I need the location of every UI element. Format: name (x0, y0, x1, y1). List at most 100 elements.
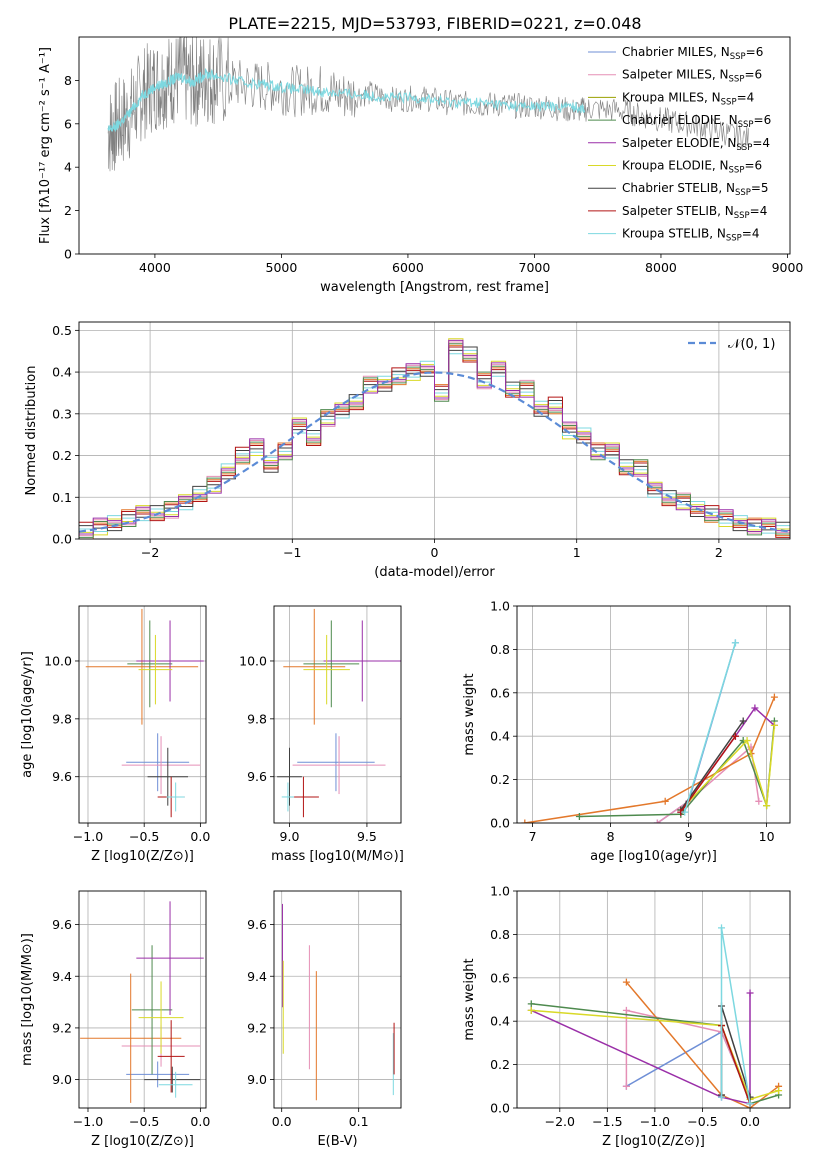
y-tick-label: 9.4 (247, 969, 267, 984)
y-tick-label: 10.0 (239, 653, 267, 668)
legend-entry: 𝒩(0, 1) (728, 337, 775, 352)
y-tick-label: 0.4 (490, 729, 510, 744)
series-marker (718, 1093, 726, 1101)
series-marker (661, 797, 669, 805)
series-marker (622, 1006, 630, 1014)
data-point (297, 733, 375, 792)
y-tick-label: 0.8 (490, 642, 510, 657)
y-tick-label: 0.4 (52, 365, 72, 380)
series-line (625, 981, 780, 1108)
y-tick-label: 1.0 (490, 599, 510, 614)
data-point (147, 747, 189, 806)
y-tick-label: 0.4 (490, 1014, 510, 1029)
series-line (579, 720, 776, 818)
x-tick-label: −0.5 (687, 1114, 717, 1129)
axes-frame (516, 890, 791, 1109)
data-point (283, 608, 346, 725)
series-marker (746, 1100, 754, 1108)
y-tick-label: 0.1 (52, 490, 72, 505)
y-tick-label: 0.2 (490, 772, 510, 787)
y-tick-label: 9.8 (52, 711, 72, 726)
series-marker (681, 808, 689, 816)
series-marker (731, 639, 739, 647)
y-tick-label: 9.6 (52, 769, 72, 784)
data-point (158, 1071, 193, 1098)
y-tick-label: 9.2 (247, 1020, 267, 1035)
x-tick-label: 0.0 (190, 1114, 210, 1129)
y-tick-label: 9.6 (247, 917, 267, 932)
axes-frame (273, 890, 402, 1109)
series-line (524, 696, 776, 823)
axes-frame (273, 605, 402, 824)
normal-curve (79, 371, 790, 533)
data-point (121, 736, 201, 795)
axes-massweight-vs-Z: −2.0 −1.5 −1.0 −0.5 0.0 0.0 0.2 0.4 0.6 0.8 1.0 Z [… (462, 884, 791, 1149)
y-tick-label: 0.2 (490, 1057, 510, 1072)
x-tick-label: 0.0 (272, 1114, 292, 1129)
histogram-step (79, 339, 790, 535)
y-axis-label: Normed distribution (24, 366, 39, 496)
x-tick-label: 9 (685, 829, 693, 844)
x-axis-label: wavelength [Angstrom, rest frame] (320, 280, 549, 295)
data-point (323, 620, 401, 702)
y-tick-label: 0.8 (490, 927, 510, 942)
x-tick-label: 8 (607, 829, 615, 844)
x-tick-label: 10 (759, 829, 775, 844)
data-point (292, 736, 386, 795)
series-line (720, 927, 751, 1104)
x-tick-label: −0.5 (129, 1114, 159, 1129)
y-tick-label: 0 (64, 247, 72, 262)
legend-entry: Salpeter ELODIE, NSSP=4 (622, 136, 770, 153)
x-tick-label: 0 (431, 545, 439, 560)
data-point (136, 901, 204, 1015)
series-line (683, 642, 737, 813)
legend-entry: Kroupa STELIB, NSSP=4 (622, 227, 760, 244)
axes-frame (78, 36, 791, 255)
series-marker (731, 732, 739, 740)
y-tick-label: 9.2 (52, 1020, 72, 1035)
x-tick-label: −1.0 (73, 1114, 103, 1129)
plot-area-residuals (79, 338, 790, 539)
x-tick-label: 8000 (645, 260, 677, 275)
x-tick-label: 0.0 (190, 829, 210, 844)
data-point (303, 634, 350, 705)
axes-frame (78, 605, 207, 824)
plot-area-spectrum (107, 37, 749, 172)
data-point (131, 945, 173, 1075)
x-tick-label: 4000 (139, 260, 171, 275)
x-tick-label: −1 (283, 545, 301, 560)
data-point (277, 747, 302, 806)
series-line (530, 993, 751, 1105)
legend-entry: Chabrier STELIB, NSSP=5 (622, 181, 769, 198)
axes-residuals: −2 −1 0 1 2 0.0 0.1 0.2 0.3 0.4 0.5 (data-model)/er… (24, 321, 791, 580)
axes-massweight-vs-age: 7 8 9 10 0.0 0.2 0.4 0.6 0.8 1.0 age [log10(age/yr… (462, 599, 791, 864)
plot-area-age-vs-Z (85, 608, 204, 818)
axes-age-vs-Z: −1.0 −0.5 0.0 9.6 9.8 10.0 Z [log10(Z/Z⊙)] age … (20, 605, 210, 864)
y-tick-label: 0.0 (52, 532, 72, 547)
x-tick-label: 7000 (519, 260, 551, 275)
data-point (80, 973, 182, 1103)
y-tick-label: 8 (64, 73, 72, 88)
series-marker (718, 924, 726, 932)
series-marker (622, 978, 630, 986)
series-marker (527, 1000, 535, 1008)
x-tick-label: 9.5 (357, 829, 377, 844)
axes-frame (78, 890, 207, 1109)
x-axis-label: mass [log10(M/M⊙)] (271, 849, 404, 864)
y-tick-label: 4 (64, 160, 72, 175)
y-tick-label: 0.6 (490, 685, 510, 700)
series-marker (739, 717, 747, 725)
series-line (626, 1030, 751, 1100)
legend: Chabrier MILES, NSSP=6 Salpeter MILES, NS… (588, 45, 771, 244)
x-tick-label: −1.0 (73, 829, 103, 844)
series-line (680, 735, 737, 813)
y-axis-label: mass [log10(M/M⊙)] (20, 933, 35, 1066)
y-tick-label: 9.6 (247, 769, 267, 784)
x-axis-label: Z [log10(Z/Z⊙)] (602, 1134, 705, 1149)
data-point (157, 1020, 185, 1093)
plot-area-massweight-vs-Z (527, 924, 783, 1108)
x-axis-label: age [log10(age/yr)] (590, 849, 717, 864)
series-marker (527, 1006, 535, 1014)
series-marker (746, 989, 754, 997)
y-axis-label: mass weight (462, 958, 477, 1040)
